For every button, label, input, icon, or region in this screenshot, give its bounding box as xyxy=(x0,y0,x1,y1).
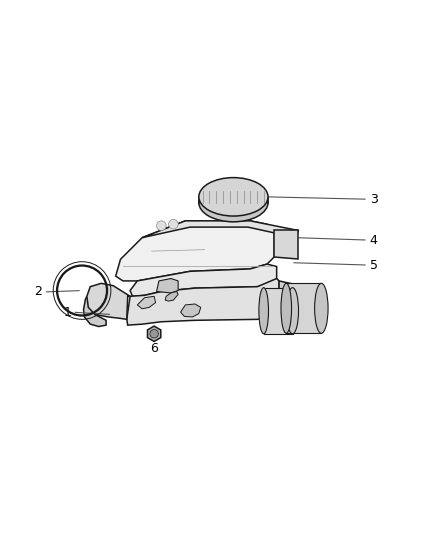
Ellipse shape xyxy=(281,284,292,333)
Ellipse shape xyxy=(286,288,299,334)
Text: 3: 3 xyxy=(370,193,378,206)
Text: 5: 5 xyxy=(370,259,378,271)
Polygon shape xyxy=(87,284,130,319)
Polygon shape xyxy=(127,279,279,325)
Polygon shape xyxy=(130,264,277,296)
Ellipse shape xyxy=(199,177,268,216)
Circle shape xyxy=(156,221,166,230)
Polygon shape xyxy=(264,288,293,334)
Text: 4: 4 xyxy=(370,233,378,247)
Ellipse shape xyxy=(259,288,268,334)
Text: 2: 2 xyxy=(35,286,42,298)
Polygon shape xyxy=(180,304,201,317)
Polygon shape xyxy=(116,221,274,281)
Polygon shape xyxy=(156,279,178,293)
Ellipse shape xyxy=(199,183,268,222)
Polygon shape xyxy=(286,284,321,333)
Polygon shape xyxy=(142,221,298,238)
Polygon shape xyxy=(165,292,178,301)
Polygon shape xyxy=(279,281,300,314)
Text: 1: 1 xyxy=(64,305,71,319)
Circle shape xyxy=(150,329,159,338)
Text: 6: 6 xyxy=(150,342,158,354)
Polygon shape xyxy=(138,296,155,309)
Ellipse shape xyxy=(314,284,328,333)
Circle shape xyxy=(169,220,178,229)
Polygon shape xyxy=(274,230,298,259)
Polygon shape xyxy=(148,326,161,342)
Polygon shape xyxy=(84,296,106,327)
